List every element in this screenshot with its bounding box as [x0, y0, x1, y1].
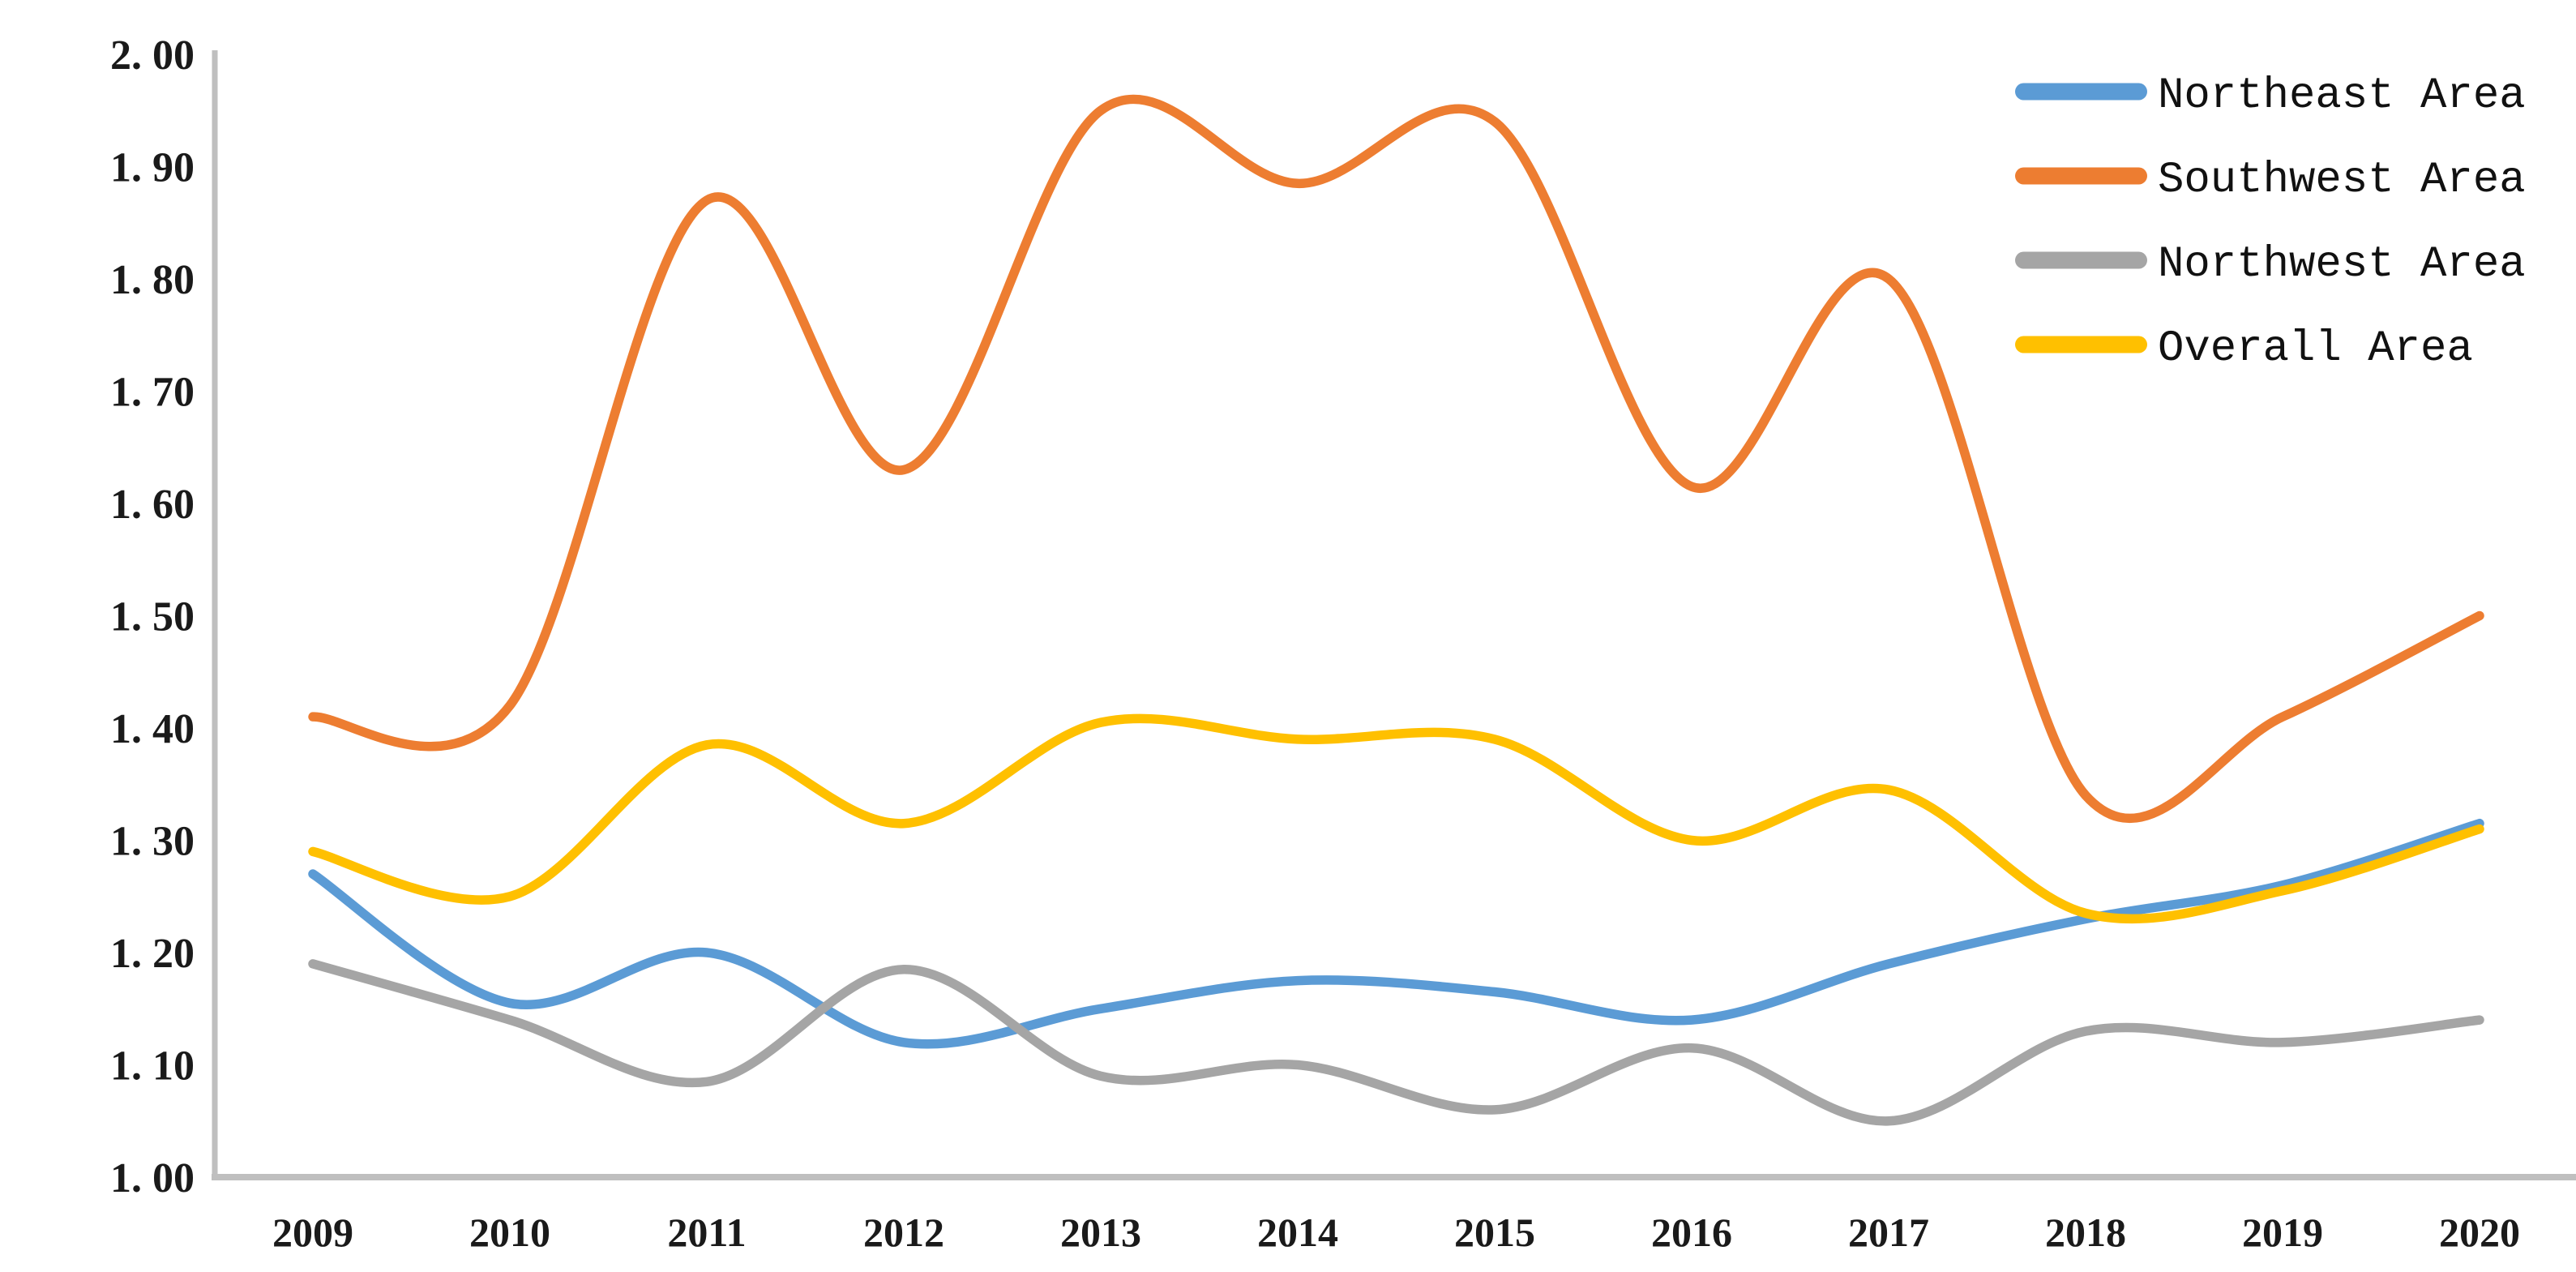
- legend-item-northeast-area: Northeast Area: [2015, 71, 2526, 121]
- y-axis-tick-label: 1. 30: [110, 819, 195, 865]
- x-axis-tick-label: 2012: [863, 1210, 944, 1255]
- x-axis-tick-label: 2009: [272, 1210, 353, 1255]
- x-axis-tick-label: 2017: [1848, 1210, 1929, 1255]
- legend-label: Southwest Area: [2158, 156, 2526, 205]
- x-axis-tick-label: 2013: [1060, 1210, 1141, 1255]
- y-axis-tick-label: 1. 20: [110, 931, 195, 977]
- legend-label: Northeast Area: [2158, 71, 2526, 121]
- series-line-overall-area: [308, 713, 2484, 924]
- series-line-southwest-area: [308, 94, 2484, 823]
- legend-marker: [2015, 167, 2147, 185]
- y-axis-tick-label: 1. 00: [110, 1155, 195, 1201]
- legend-marker: [2015, 251, 2147, 269]
- x-axis-tick-label: 2020: [2439, 1210, 2520, 1255]
- legend-item-overall-area: Overall Area: [2015, 324, 2473, 374]
- x-axis-tick-label: 2018: [2045, 1210, 2126, 1255]
- y-axis-tick-label: 1. 80: [110, 257, 195, 303]
- y-axis-tick-label: 1. 50: [110, 594, 195, 640]
- y-axis-tick-label: 1. 10: [110, 1043, 195, 1090]
- y-axis-tick-label: 1. 40: [110, 706, 195, 752]
- legend-item-northwest-area: Northwest Area: [2015, 240, 2526, 289]
- x-axis-tick-label: 2019: [2242, 1210, 2323, 1255]
- series-line-northwest-area: [308, 959, 2484, 1126]
- x-axis-tick-label: 2016: [1651, 1210, 1732, 1255]
- x-axis-tick-label: 2010: [469, 1210, 550, 1255]
- legend-item-southwest-area: Southwest Area: [2015, 156, 2526, 205]
- legend-marker: [2015, 336, 2147, 353]
- x-axis-tick-label: 2014: [1257, 1210, 1338, 1255]
- legend-marker: [2015, 83, 2147, 101]
- legend-label: Overall Area: [2158, 324, 2473, 374]
- y-axis-tick-label: 1. 60: [110, 482, 195, 528]
- legend-label: Northwest Area: [2158, 240, 2526, 289]
- y-axis-tick-label: 1. 90: [110, 145, 195, 191]
- x-axis-tick-label: 2011: [667, 1210, 746, 1255]
- y-axis-tick-label: 2. 00: [110, 32, 195, 79]
- y-axis-tick-label: 1. 70: [110, 370, 195, 416]
- x-axis-tick-label: 2015: [1454, 1210, 1535, 1255]
